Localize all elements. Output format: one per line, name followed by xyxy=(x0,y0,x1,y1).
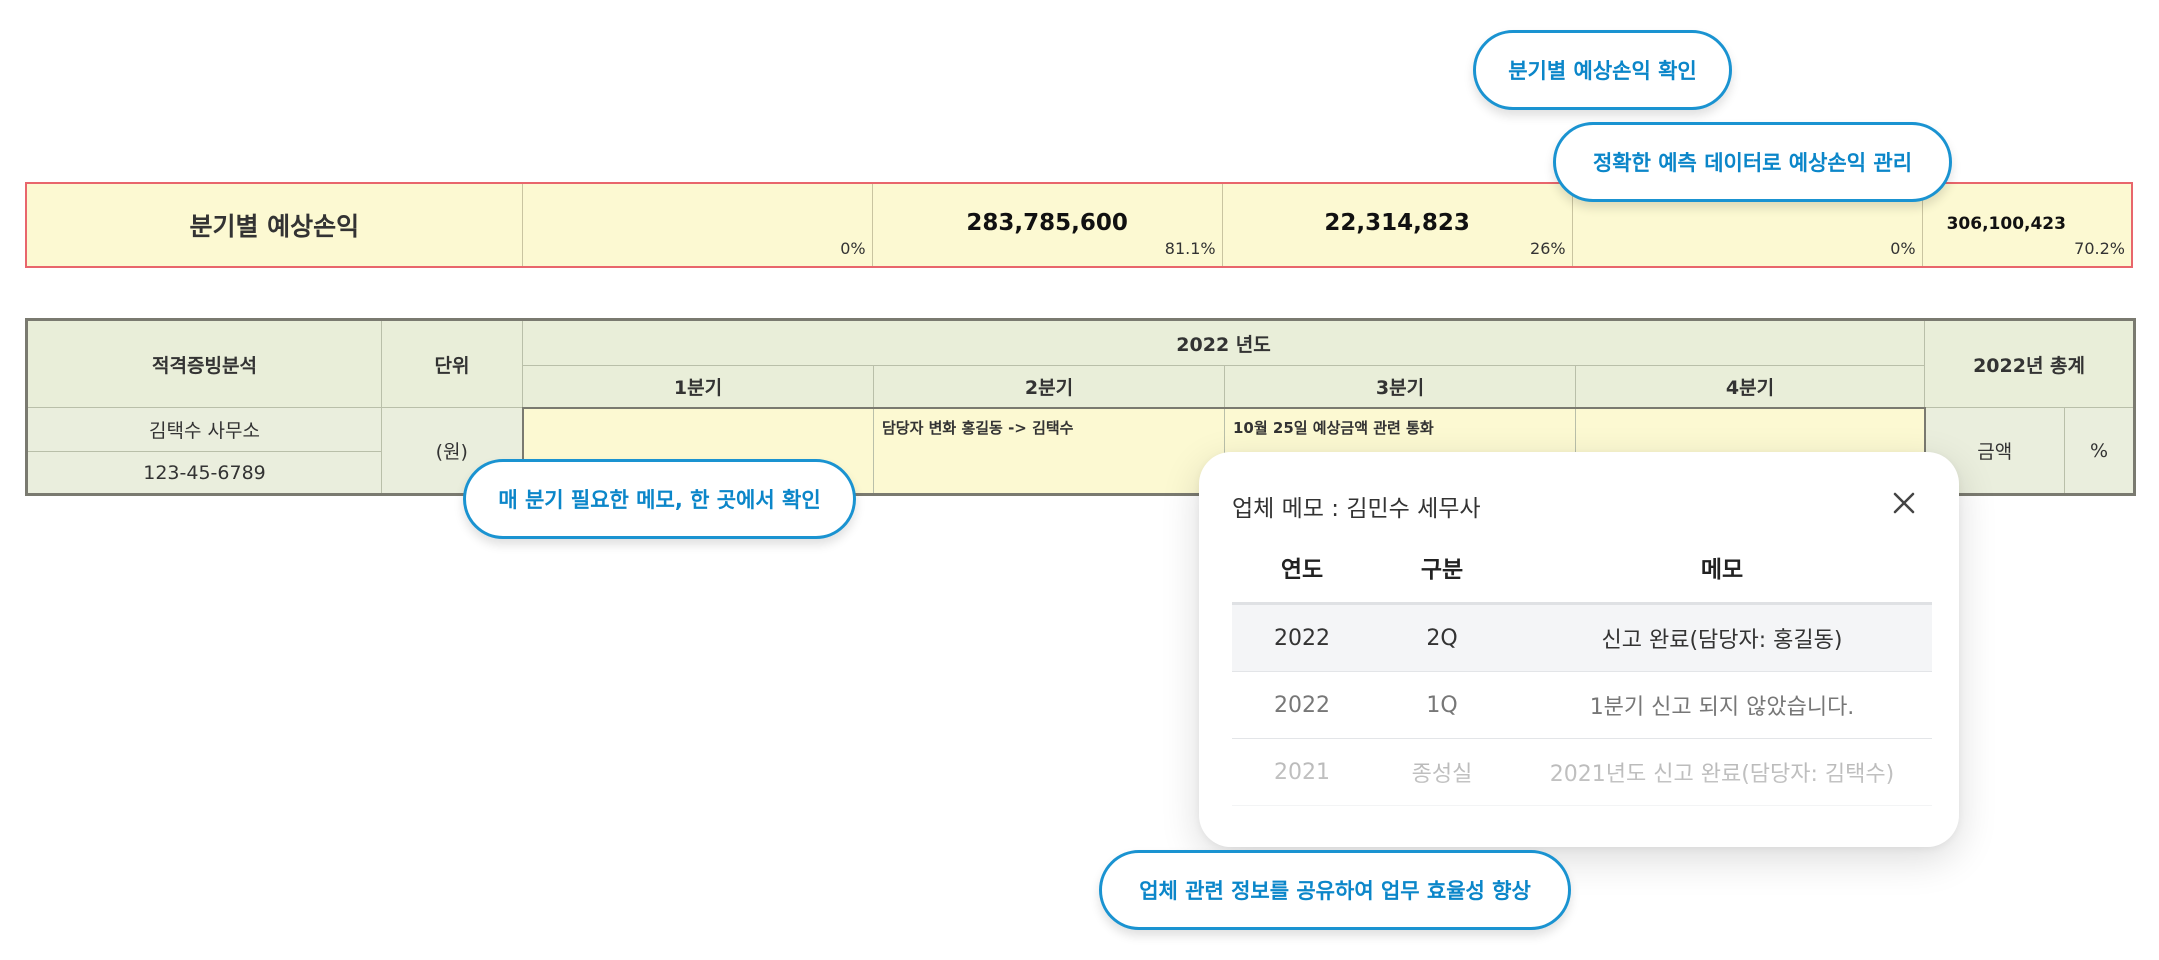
company-name: 김택수 사무소 xyxy=(26,407,382,452)
popup-row[interactable]: 2021 종성실 2021년도 신고 완료(담당자: 김택수) xyxy=(1232,739,1932,806)
header-q3: 3분기 xyxy=(1224,365,1576,408)
popup-title: 업체 메모 : 김민수 세무사 xyxy=(1232,496,1481,522)
callout-quarterly: 분기별 예상손익 확인 xyxy=(1473,30,1732,110)
header-q2: 2분기 xyxy=(873,365,1225,408)
summary-q2-pct: 81.1% xyxy=(1164,239,1216,258)
popup-row[interactable]: 2022 1Q 1분기 신고 되지 않았습니다. xyxy=(1232,672,1932,739)
header-analysis: 적격증빙분석 xyxy=(26,319,382,408)
popup-row-year: 2022 xyxy=(1274,625,1330,651)
header-q4: 4분기 xyxy=(1574,365,1926,408)
popup-row-memo: 2021년도 신고 완료(담당자: 김택수) xyxy=(1549,762,1895,787)
popup-row-type: 1Q xyxy=(1426,692,1458,718)
popup-header-type: 구분 xyxy=(1420,557,1464,583)
unit-value: (원) xyxy=(381,407,523,495)
memo-q2[interactable]: 담당자 변화 홍길동 -> 김택수 xyxy=(873,406,1225,496)
summary-q3-pct: 26% xyxy=(1530,239,1566,258)
summary-total-amount: 306,100,423 xyxy=(1946,214,2066,234)
popup-row-year: 2021 xyxy=(1274,759,1330,785)
summary-total: 306,100,423 70.2% xyxy=(1921,184,2131,266)
callout-accurate: 정확한 예측 데이터로 예상손익 관리 xyxy=(1553,122,1952,202)
summary-q3-amount: 22,314,823 xyxy=(1324,210,1470,236)
summary-title: 분기별 예상손익 xyxy=(189,212,360,241)
callout-memo: 매 분기 필요한 메모, 한 곳에서 확인 xyxy=(463,459,856,539)
summary-total-pct: 70.2% xyxy=(2074,239,2125,258)
header-q1: 1분기 xyxy=(522,365,874,408)
popup-row-type: 2Q xyxy=(1426,625,1458,651)
header-unit: 단위 xyxy=(381,319,523,408)
close-icon[interactable] xyxy=(1891,490,1917,516)
popup-header-year: 연도 xyxy=(1280,557,1324,583)
popup-table-header: 연도 구분 메모 xyxy=(1232,550,1932,605)
popup-header-memo: 메모 xyxy=(1700,557,1744,583)
popup-row-memo: 신고 완료(담당자: 홍길동) xyxy=(1601,628,1843,653)
header-year-total: 2022년 총계 xyxy=(1924,319,2136,408)
summary-q1-pct: 0% xyxy=(840,239,866,258)
header-year: 2022 년도 xyxy=(521,319,1926,366)
popup-row-year: 2022 xyxy=(1274,692,1330,718)
company-memo-popup: 업체 메모 : 김민수 세무사 연도 구분 메모 2022 2Q 신고 완료(담… xyxy=(1199,452,1959,847)
summary-q4: 0% xyxy=(1571,184,1922,266)
total-pct-label: % xyxy=(2064,407,2136,495)
summary-q3: 22,314,823 26% xyxy=(1221,184,1572,266)
summary-q2-amount: 283,785,600 xyxy=(966,210,1128,236)
callout-share: 업체 관련 정보를 공유하여 업무 효율성 향상 xyxy=(1099,850,1571,930)
popup-row-memo: 1분기 신고 되지 않았습니다. xyxy=(1589,695,1855,720)
business-number: 123-45-6789 xyxy=(26,451,382,495)
popup-row[interactable]: 2022 2Q 신고 완료(담당자: 홍길동) xyxy=(1232,605,1932,672)
popup-row-type: 종성실 xyxy=(1411,762,1473,787)
summary-q1: 0% xyxy=(521,184,872,266)
summary-q4-pct: 0% xyxy=(1890,239,1916,258)
summary-q2: 283,785,600 81.1% xyxy=(871,184,1222,266)
